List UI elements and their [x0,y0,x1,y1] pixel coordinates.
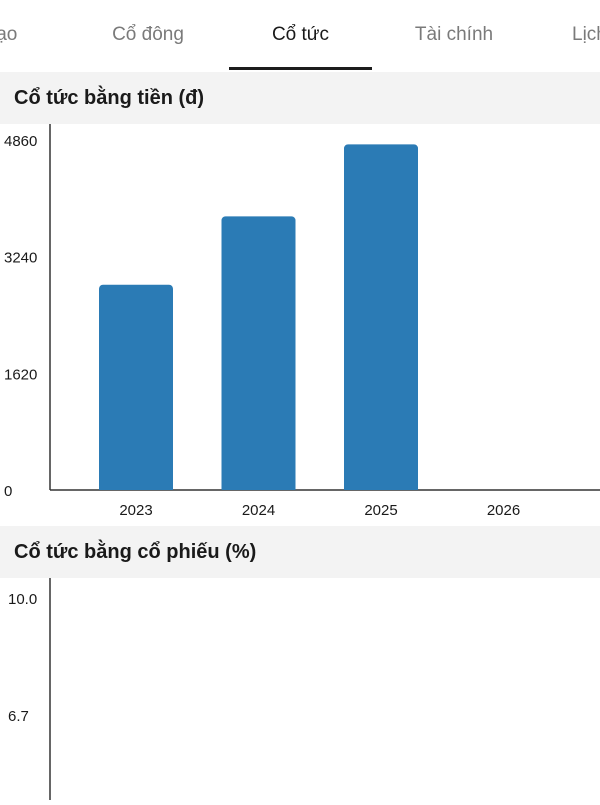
tab-lich[interactable]: Lịch [572,24,600,45]
cash-bar-base-2025 [344,484,418,490]
cash-x-tick-label: 2026 [487,502,520,519]
cash-y-tick-label: 3240 [4,250,37,267]
tab-bar: Tạo Cổ đông Cổ tức Tài chính Lịch [0,0,600,70]
tab-tai-chinh[interactable]: Tài chính [414,24,494,45]
tab-co-tuc[interactable]: Cổ tức [271,24,330,45]
cash-bar-base-2024 [221,484,296,490]
active-tab-indicator [229,67,372,70]
cash-bar-2024 [221,216,296,490]
cash-y-tick-label: 1620 [4,366,37,383]
cash-bar-2025 [344,144,418,490]
tab-co-dong[interactable]: Cổ đông [112,24,184,45]
tab-tao[interactable]: Tạo [0,24,18,45]
cash-x-tick-label: 2024 [242,502,275,519]
stock-y-tick-label: 6.7 [8,708,29,725]
cash-dividend-title: Cổ tức bằng tiền (đ) [14,86,205,109]
cash-bar-2023 [99,284,173,490]
cash-dividend-header: Cổ tức bằng tiền (đ) [0,72,600,124]
cash-x-tick-label: 2023 [119,502,152,519]
cash-dividend-chart: 0 1620 3240 4860 2023 2024 2025 2026 [0,124,600,526]
cash-dividend-chart-svg: 0 1620 3240 4860 2023 2024 2025 2026 [4,124,600,519]
stock-y-tick-label: 10.0 [8,591,37,608]
cash-bar-base-2023 [99,484,173,490]
cash-y-tick-label: 0 [4,483,12,500]
stock-dividend-chart-svg: 6.7 10.0 [8,578,51,800]
stock-dividend-title: Cổ tức bằng cổ phiếu (%) [14,540,257,563]
cash-y-tick-label: 4860 [4,133,37,150]
cash-x-tick-label: 2025 [364,502,397,519]
stock-dividend-header: Cổ tức bằng cổ phiếu (%) [0,526,600,578]
stock-dividend-chart: 6.7 10.0 [0,578,600,800]
